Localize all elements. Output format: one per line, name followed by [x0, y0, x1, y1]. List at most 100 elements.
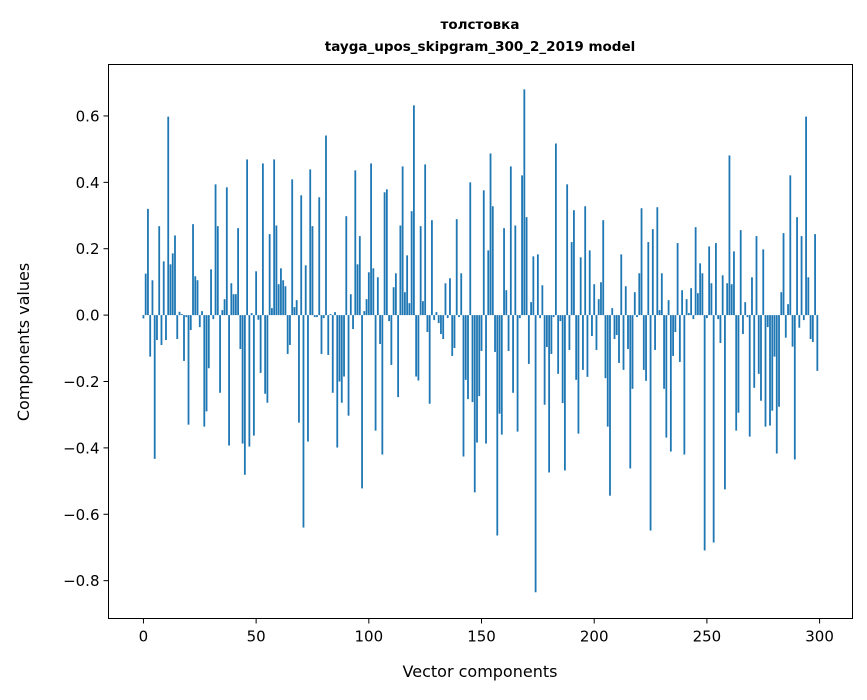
bar-24 — [196, 280, 199, 316]
x-tick-label: 250 — [693, 628, 722, 646]
bar-279 — [771, 315, 774, 411]
bar-142 — [462, 315, 465, 457]
bar-284 — [782, 233, 785, 316]
bar-28 — [205, 315, 208, 412]
bar-201 — [595, 315, 598, 350]
bar-155 — [491, 206, 494, 316]
bar-112 — [394, 273, 397, 316]
bar-160 — [503, 228, 505, 316]
bar-50 — [255, 271, 258, 316]
bar-235 — [672, 315, 674, 356]
bar-54 — [264, 315, 267, 394]
bar-91 — [347, 315, 350, 416]
bar-241 — [685, 299, 688, 316]
bar-110 — [390, 315, 393, 365]
bar-261 — [730, 284, 733, 316]
y-tick-label: −0.6 — [63, 506, 99, 524]
bar-267 — [744, 302, 747, 316]
bar-223 — [645, 315, 647, 381]
bar-262 — [733, 251, 735, 316]
bar-9 — [162, 261, 165, 316]
bar-264 — [737, 315, 740, 413]
bar-104 — [376, 277, 379, 316]
bar-172 — [530, 302, 533, 316]
plot-frame — [108, 64, 853, 619]
bar-101 — [370, 163, 372, 316]
bar-120 — [412, 105, 415, 316]
bar-102 — [372, 268, 375, 316]
bar-188 — [566, 184, 569, 316]
bar-42 — [237, 228, 239, 316]
bar-230 — [660, 273, 663, 316]
bar-271 — [753, 315, 756, 388]
bar-152 — [485, 315, 487, 444]
bar-194 — [579, 257, 582, 316]
bar-205 — [604, 315, 607, 379]
bar-222 — [642, 315, 645, 370]
bar-274 — [760, 315, 762, 401]
bar-21 — [189, 315, 192, 331]
bar-245 — [694, 227, 697, 316]
bar-216 — [629, 315, 632, 469]
x-tick-label: 150 — [467, 628, 496, 646]
bar-17 — [180, 314, 183, 316]
bar-247 — [699, 263, 702, 316]
y-tick-label: −0.4 — [63, 439, 99, 457]
bar-192 — [575, 315, 578, 380]
bar-242 — [687, 313, 690, 316]
y-tick-label: 0.6 — [76, 107, 100, 125]
bar-115 — [401, 166, 404, 316]
bar-95 — [356, 264, 359, 316]
bar-30 — [210, 269, 212, 316]
bar-107 — [383, 192, 386, 316]
bars-group — [142, 89, 819, 593]
bar-182 — [552, 315, 555, 318]
y-tick-label: 0.0 — [76, 307, 100, 325]
bar-283 — [780, 292, 783, 316]
bar-197 — [586, 315, 589, 377]
bar-176 — [539, 315, 542, 319]
bar-31 — [212, 315, 215, 320]
bar-14 — [174, 235, 176, 316]
bar-162 — [507, 315, 510, 351]
bar-100 — [367, 272, 370, 316]
bar-122 — [417, 315, 420, 381]
bar-164 — [512, 315, 514, 393]
bar-62 — [282, 280, 285, 316]
bar-118 — [408, 303, 411, 316]
bar-7 — [158, 226, 161, 316]
bar-217 — [631, 315, 634, 389]
y-tick-label: 0.2 — [76, 240, 100, 258]
bar-58 — [273, 159, 276, 316]
bar-49 — [252, 315, 255, 436]
bar-90 — [345, 216, 348, 316]
bar-207 — [609, 315, 611, 496]
bar-195 — [582, 315, 584, 370]
bar-269 — [748, 315, 751, 437]
bar-236 — [674, 315, 677, 333]
bar-287 — [789, 175, 792, 316]
bar-61 — [280, 268, 282, 316]
bar-41 — [234, 294, 237, 316]
bar-47 — [248, 315, 251, 447]
bar-48 — [250, 313, 253, 316]
bar-153 — [487, 250, 490, 316]
bar-256 — [719, 315, 722, 343]
bar-70 — [300, 195, 303, 316]
bar-106 — [381, 315, 384, 455]
bar-44 — [241, 315, 244, 444]
bar-20 — [187, 315, 190, 425]
bar-185 — [559, 315, 562, 322]
bar-163 — [509, 166, 512, 316]
bar-79 — [320, 315, 323, 354]
bar-159 — [500, 315, 503, 435]
bar-292 — [800, 236, 803, 316]
x-tick-label: 200 — [580, 628, 609, 646]
bar-127 — [428, 315, 431, 404]
bar-126 — [426, 315, 429, 333]
bar-60 — [277, 284, 280, 316]
bar-181 — [550, 315, 553, 354]
bar-239 — [681, 290, 684, 316]
bar-209 — [613, 315, 616, 340]
